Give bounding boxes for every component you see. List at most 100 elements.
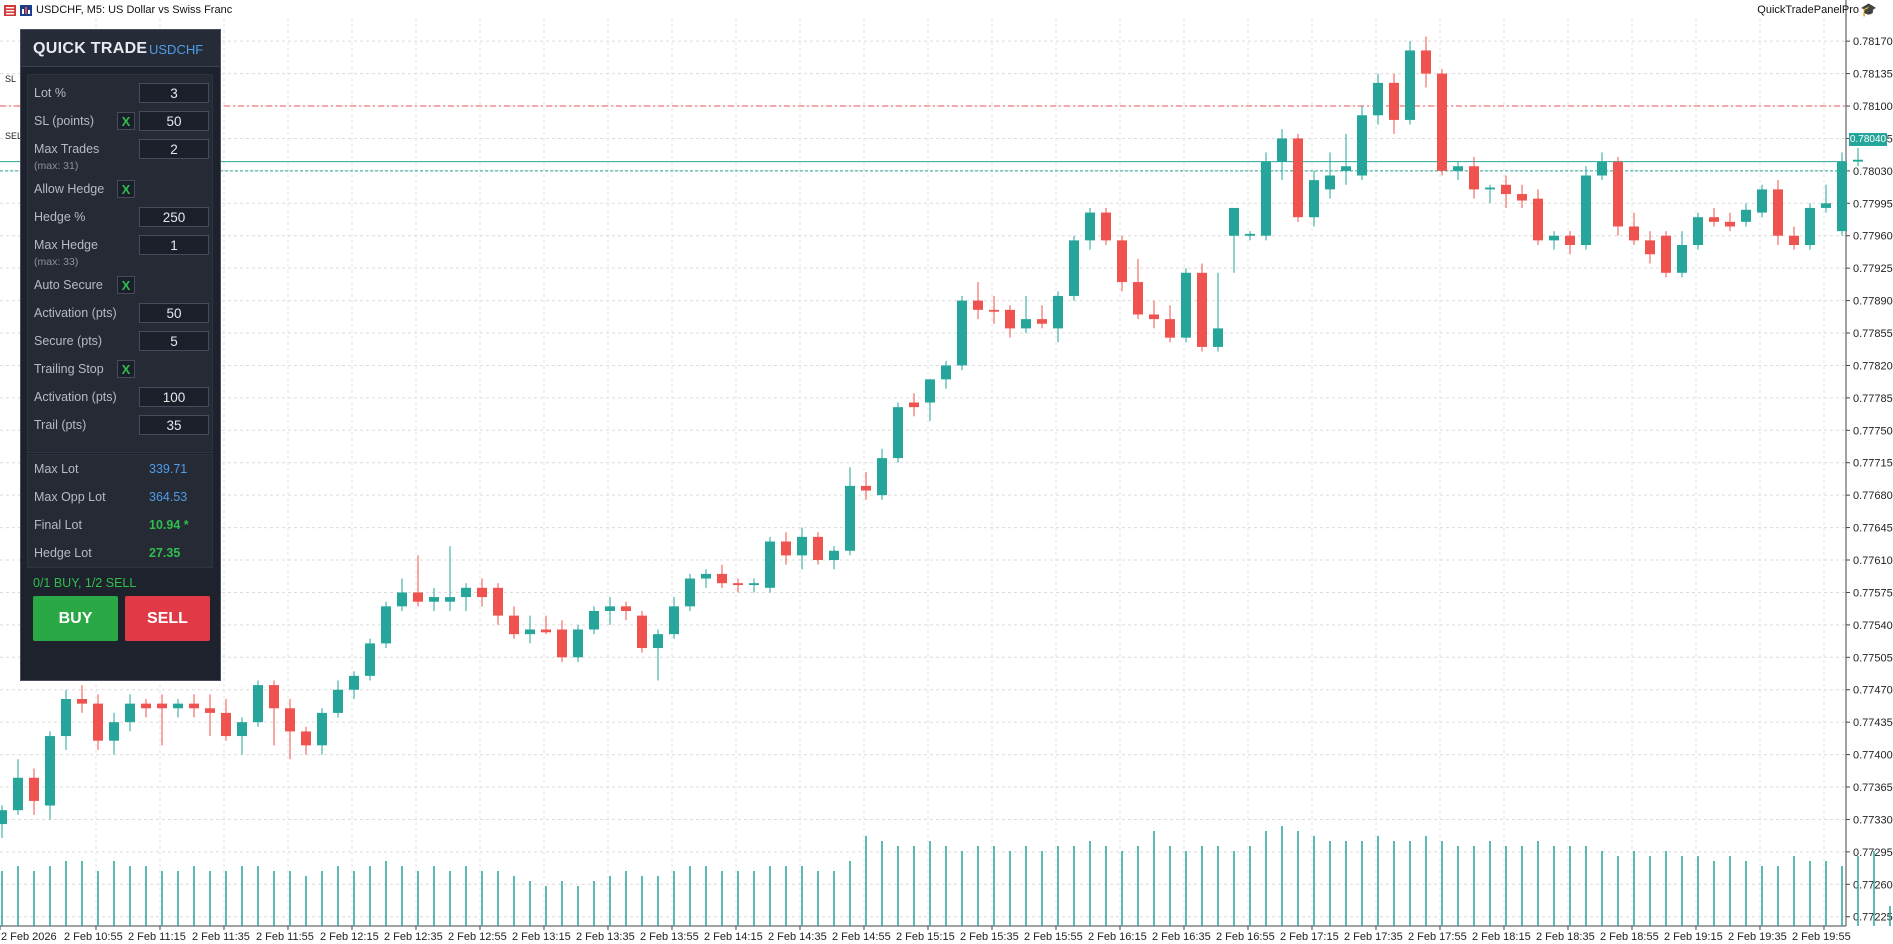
sl-enabled-checkbox[interactable]: X: [117, 112, 135, 130]
activation-pts-input[interactable]: 50: [139, 303, 209, 323]
candle-bullish: [573, 629, 583, 658]
max-hedge-label: Max Hedge: [34, 238, 98, 252]
x-tick-label: 2 Feb 15:55: [1024, 931, 1083, 943]
candle-bullish: [1325, 175, 1335, 190]
candle-bullish: [1213, 328, 1223, 347]
candle-bearish: [1661, 235, 1671, 273]
candle-bearish: [1613, 161, 1623, 227]
chart-window-icon[interactable]: [20, 4, 32, 16]
x-tick-label: 2 Feb 13:55: [640, 931, 699, 943]
candle-bullish: [957, 300, 967, 366]
candle-bullish: [317, 712, 327, 746]
y-tick-label: 0.77750: [1853, 425, 1893, 437]
sl-points-input[interactable]: 50: [139, 111, 209, 131]
candle-bullish: [1245, 233, 1255, 236]
x-tick-label: 2 Feb 19:35: [1728, 931, 1787, 943]
candle-bullish: [701, 573, 711, 579]
menu-icon[interactable]: [4, 4, 16, 16]
candle-bearish: [1501, 184, 1511, 195]
candle-bullish: [1069, 240, 1079, 296]
y-tick-label: 0.77505: [1853, 652, 1893, 664]
sell-button[interactable]: SELL: [125, 596, 210, 641]
candle-bearish: [541, 629, 551, 633]
x-tick-label: 2 Feb 14:55: [832, 931, 891, 943]
y-tick-label: 0.77645: [1853, 523, 1893, 535]
candle-bearish: [1773, 189, 1783, 236]
candle-bearish: [989, 309, 999, 312]
candle-bullish: [1405, 50, 1415, 120]
candle-bullish: [429, 597, 439, 602]
candle-bullish: [1261, 161, 1271, 236]
lot-percent-input[interactable]: 3: [139, 83, 209, 103]
y-tick-label: 0.77925: [1853, 263, 1893, 275]
sell-line-label: SELL: [5, 131, 28, 141]
x-tick-label: 2 Feb 17:35: [1344, 931, 1403, 943]
x-tick-label: 2 Feb 19:15: [1664, 931, 1723, 943]
candle-bearish: [861, 485, 871, 491]
candle-bearish: [493, 587, 503, 616]
y-tick-label: 0.77680: [1853, 490, 1893, 502]
candle-bearish: [189, 703, 199, 709]
max-hedge-input[interactable]: 1: [139, 235, 209, 255]
hedge-percent-input[interactable]: 250: [139, 207, 209, 227]
candle-bullish: [877, 458, 887, 496]
y-tick-label: 0.77610: [1853, 555, 1893, 567]
candle-bullish: [797, 536, 807, 556]
x-tick-label: 2 Feb 13:35: [576, 931, 635, 943]
max-trades-input[interactable]: 2: [139, 139, 209, 159]
secure-pts-input[interactable]: 5: [139, 331, 209, 351]
chart-title: USDCHF, M5: US Dollar vs Swiss Franc: [36, 4, 233, 16]
max-opp-lot-row: Max Opp Lot 364.53: [28, 485, 212, 509]
candle-bullish: [1309, 180, 1319, 218]
x-tick-label: 2 Feb 11:15: [128, 931, 186, 943]
settings-section: Lot % 3 SL (points) X 50 Max Trades (max…: [27, 74, 213, 453]
trailing-stop-label: Trailing Stop: [34, 362, 104, 376]
auto-secure-label: Auto Secure: [34, 278, 103, 292]
candle-bearish: [1293, 138, 1303, 218]
buy-button[interactable]: BUY: [33, 596, 118, 641]
trail-pts-input[interactable]: 35: [139, 415, 209, 435]
candle-bullish: [365, 643, 375, 676]
trail-pts-label: Trail (pts): [34, 418, 87, 432]
panel-header[interactable]: QUICK TRADE USDCHF: [21, 30, 220, 67]
final-lot-value: 10.94 *: [149, 518, 189, 532]
candle-bullish: [669, 606, 679, 635]
max-lot-value: 339.71: [149, 462, 188, 476]
trail-activation-input[interactable]: 100: [139, 387, 209, 407]
candle-bullish: [589, 610, 599, 630]
candle-bullish: [45, 736, 55, 806]
candle-bearish: [1149, 314, 1159, 320]
auto-secure-checkbox[interactable]: X: [117, 276, 135, 294]
trail-activation-label: Activation (pts): [34, 390, 117, 404]
final-lot-row: Final Lot 10.94 *: [28, 513, 212, 537]
allow-hedge-row: Allow Hedge X: [28, 179, 212, 203]
trail-activation-row: Activation (pts) 100: [28, 387, 212, 411]
hedge-percent-label: Hedge %: [34, 210, 86, 224]
candle-bearish: [1005, 309, 1015, 329]
candle-bearish: [1645, 240, 1655, 255]
graduation-cap-icon: 🎓: [1860, 2, 1877, 17]
candle-bullish: [381, 606, 391, 644]
activation-pts-row: Activation (pts) 50: [28, 303, 212, 327]
lot-percent-row: Lot % 3: [28, 83, 212, 107]
quick-trade-panel: QUICK TRADE USDCHF Lot % 3 SL (points) X…: [20, 29, 221, 681]
position-status: 0/1 BUY, 1/2 SELL: [33, 576, 137, 590]
x-tick-label: 2 Feb 10:55: [64, 931, 123, 943]
allow-hedge-checkbox[interactable]: X: [117, 180, 135, 198]
max-trades-label: Max Trades: [34, 142, 100, 156]
trailing-stop-row: Trailing Stop X: [28, 359, 212, 383]
x-tick-label: 2 Feb 16:15: [1088, 931, 1147, 943]
x-tick-label: 2 Feb 18:35: [1536, 931, 1595, 943]
candle-bearish: [509, 615, 519, 635]
auto-secure-row: Auto Secure X: [28, 275, 212, 299]
trailing-stop-checkbox[interactable]: X: [117, 360, 135, 378]
candle-bullish: [0, 810, 7, 825]
y-tick-label: 0.77400: [1853, 750, 1893, 762]
candle-bullish: [461, 587, 471, 598]
y-tick-label: 0.77855: [1853, 328, 1893, 340]
max-hedge-limit: (max: 33): [34, 256, 79, 268]
y-tick-label: 0.77540: [1853, 620, 1893, 632]
candle-bearish: [1117, 240, 1127, 283]
